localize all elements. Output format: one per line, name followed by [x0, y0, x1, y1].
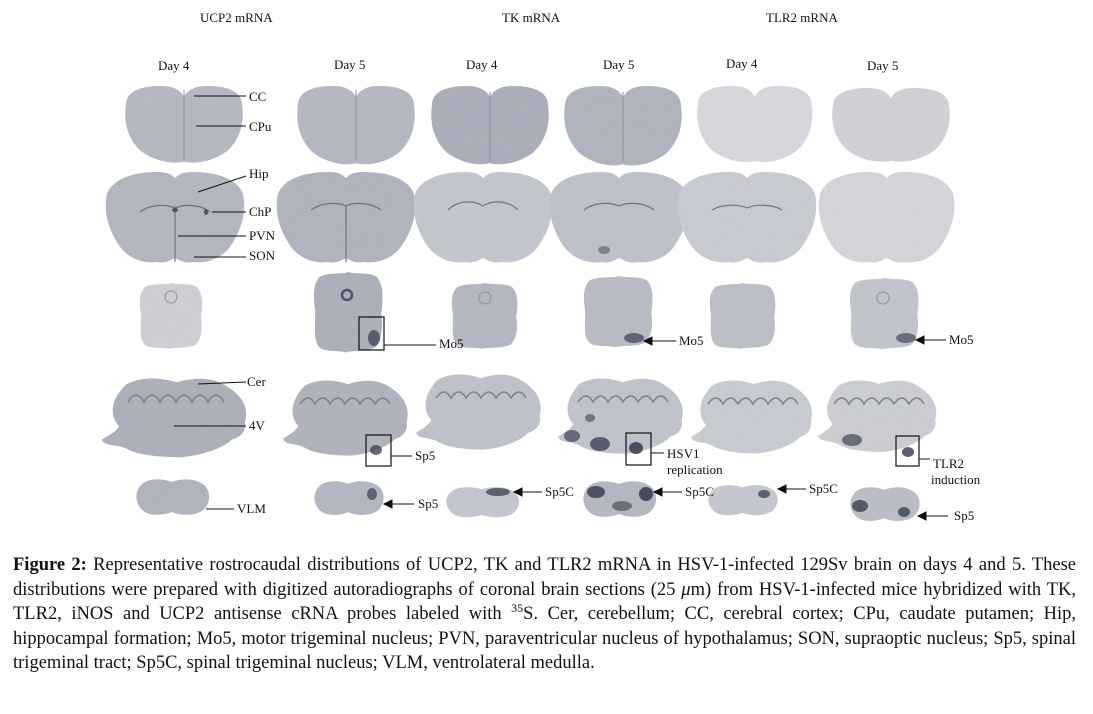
label-replication: replication: [667, 462, 723, 477]
caption-text: Representative rostrocaudal distribution…: [13, 555, 1076, 600]
label-cer: Cer: [247, 374, 266, 389]
caption-label: Figure 2:: [13, 555, 87, 575]
brain-sections-artwork: [101, 86, 955, 521]
gene-label-tlr2: TLR2 mRNA: [766, 10, 838, 25]
label-sp5c: Sp5C: [545, 484, 574, 499]
arrows: [382, 335, 948, 521]
section-row-cerebellum: [101, 374, 937, 458]
label-mo5: Mo5: [949, 332, 974, 347]
label-son: SON: [249, 248, 276, 263]
day-label: Day 5: [867, 58, 899, 73]
day-label: Day 4: [466, 57, 498, 72]
gene-label-ucp2: UCP2 mRNA: [200, 10, 273, 25]
label-sp5: Sp5: [418, 496, 439, 511]
day-label: Day 5: [603, 57, 635, 72]
label-sp5c: Sp5C: [809, 481, 838, 496]
section-row-brainstem: [139, 272, 919, 353]
label-mo5: Mo5: [439, 336, 464, 351]
leader-lines: [174, 95, 930, 510]
day-label: Day 4: [726, 56, 758, 71]
figure-panel: UCP2 mRNA TK mRNA TLR2 mRNA Day 4 Day 5 …: [101, 10, 981, 523]
label-sp5: Sp5: [415, 448, 436, 463]
caption-mu: μ: [681, 579, 691, 600]
gene-label-tk: TK mRNA: [502, 10, 561, 25]
label-pvn: PVN: [249, 228, 276, 243]
caption-text: m) from HSV-1-infected mice hybridized w…: [13, 579, 1076, 625]
caption-text: S. Cer, cerebellum; CC, cerebral cortex;…: [13, 604, 1076, 673]
label-tlr2: TLR2: [933, 456, 965, 471]
label-cc: CC: [249, 89, 267, 104]
highlight-boxes: [358, 316, 920, 467]
section-row-forebrain: [105, 172, 955, 263]
day-label: Day 4: [158, 58, 190, 73]
label-cpu: CPu: [249, 119, 272, 134]
label-hsv1: HSV1: [667, 446, 700, 461]
label-sp5: Sp5: [954, 508, 975, 523]
label-hip: Hip: [249, 166, 269, 181]
label-induction: induction: [931, 472, 981, 487]
label-mo5: Mo5: [679, 333, 704, 348]
caption-isotope: 35: [511, 600, 524, 615]
day-label: Day 5: [334, 57, 366, 72]
label-vlm: VLM: [237, 501, 266, 516]
label-chp: ChP: [249, 204, 272, 219]
figure-caption: Figure 2: Representative rostrocaudal di…: [13, 553, 1076, 676]
label-sp5c: Sp5C: [685, 484, 714, 499]
label-4v: 4V: [249, 418, 265, 433]
